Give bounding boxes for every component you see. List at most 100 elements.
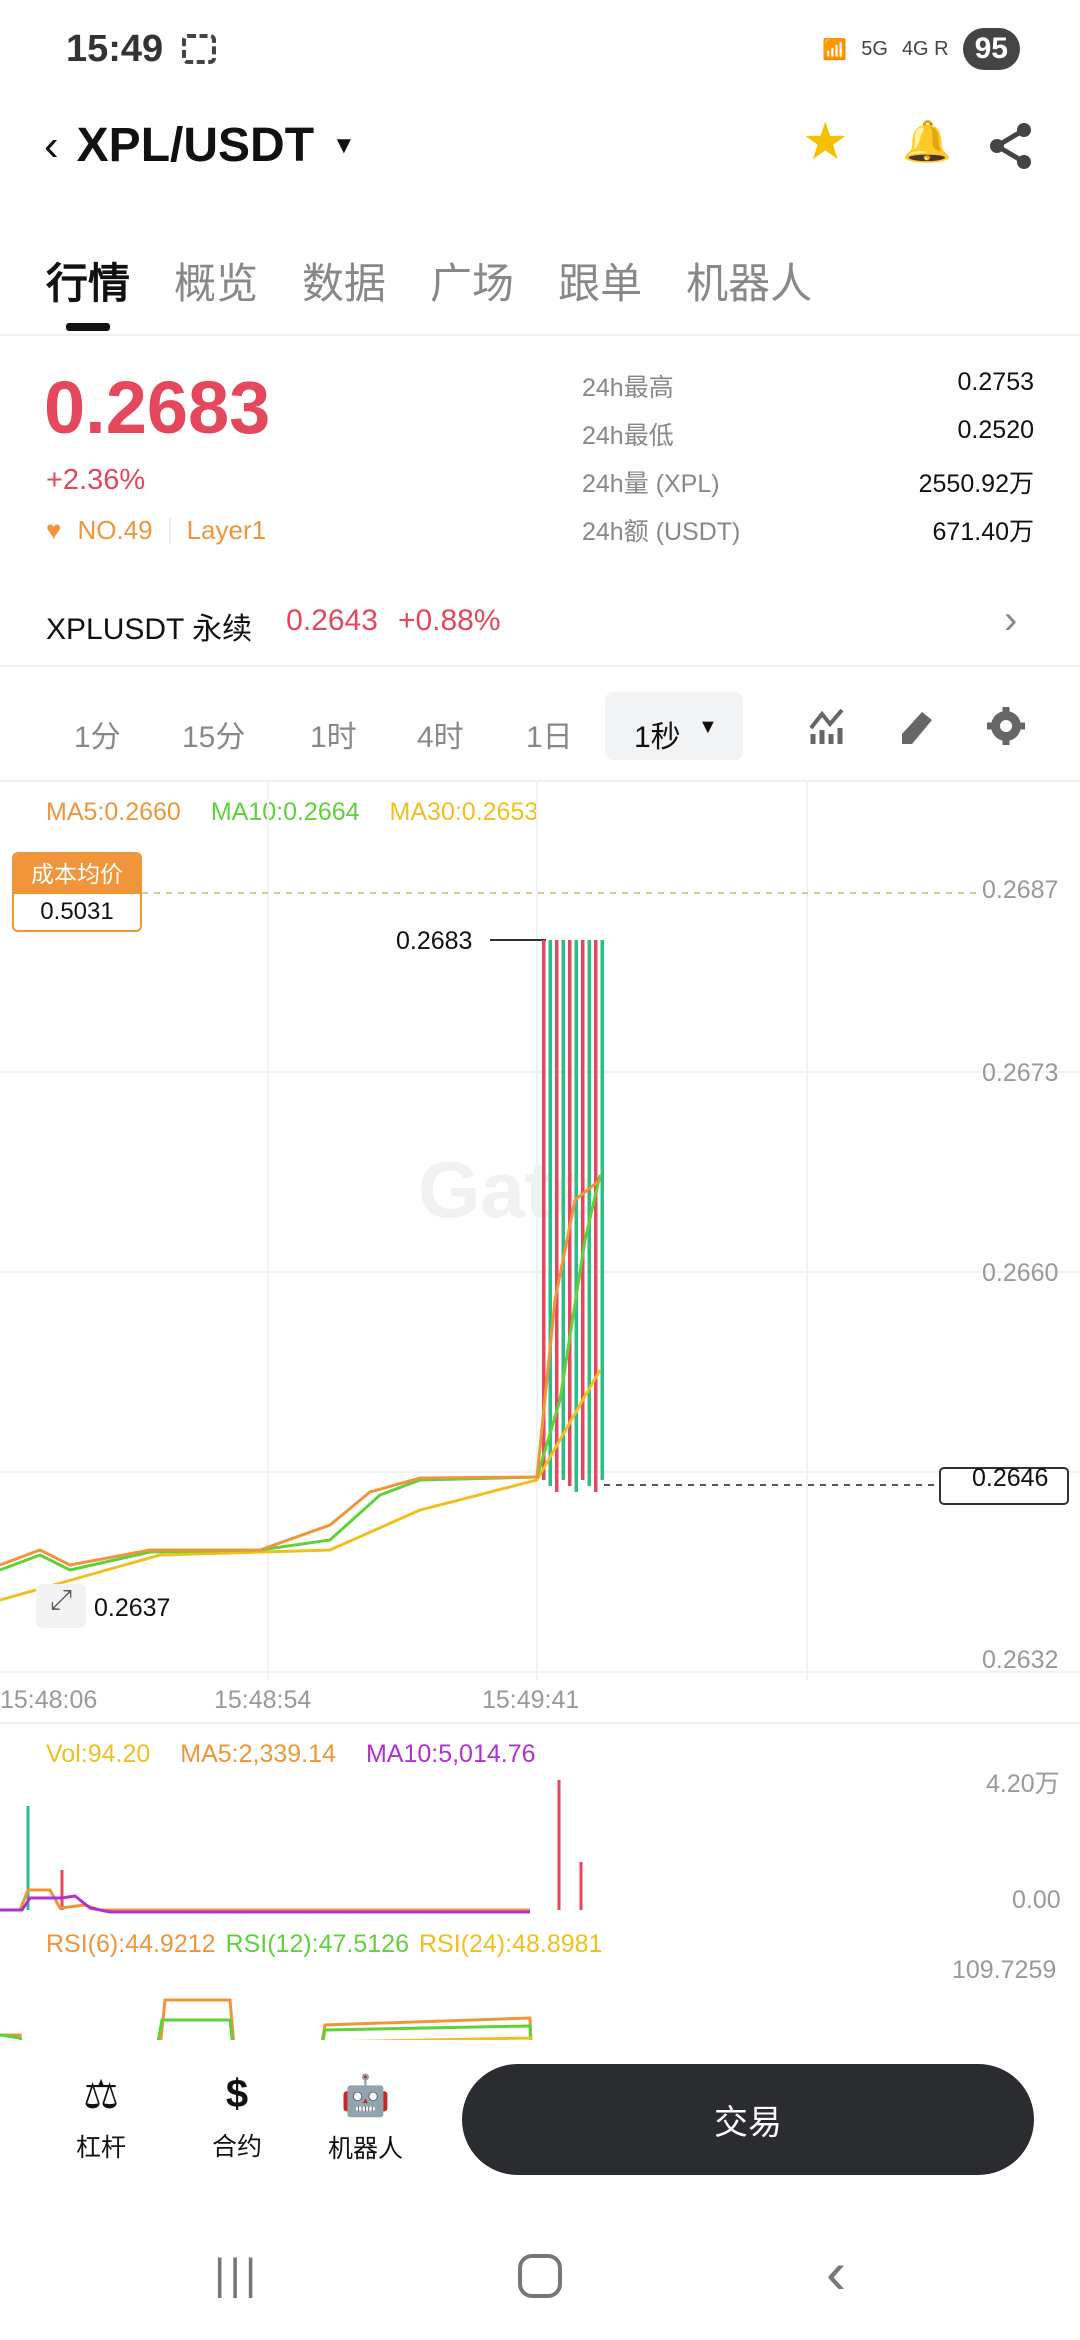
pair-dropdown-icon[interactable]: ▼ [332, 131, 356, 159]
stat-row: 24h额 (USDT) 671.40万 [582, 512, 1034, 560]
nav-back-icon[interactable]: ‹ [826, 2239, 846, 2306]
interval-1d[interactable]: 1日 [526, 721, 573, 754]
stats-24h: 24h最高 0.2753 24h最低 0.2520 24h量 (XPL) 2550.9… [582, 368, 1034, 560]
volume-bars [26, 1780, 583, 1910]
perp-price: 0.2643 [286, 604, 378, 637]
tab-underline [66, 323, 110, 331]
stat-label: 24h最高 [582, 374, 674, 402]
tab-robot[interactable]: 机器人 [686, 260, 813, 307]
trade-button[interactable]: 交易 [462, 2064, 1034, 2175]
indicator-icon[interactable] [808, 708, 848, 746]
back-icon[interactable]: ‹ [44, 120, 59, 170]
rsi-legend: RSI(6):44.9212 RSI(12):47.5126 RSI(24):4… [46, 1930, 602, 1959]
candle [581, 940, 585, 1480]
leverage-button[interactable]: ⚖ 杠杆 [76, 2072, 126, 2164]
heart-rank-icon: ♥ [46, 515, 62, 545]
rsi24-line [350, 2036, 532, 2040]
tab-copy-trade[interactable]: 跟单 [558, 260, 643, 307]
main-tabs: 行情 概览 数据 广场 跟单 机器人 [46, 250, 812, 311]
cost-average-label: 成本均价 [14, 854, 140, 894]
share-icon[interactable] [988, 122, 1034, 170]
favorite-star-icon[interactable]: ★ [802, 113, 849, 171]
low-price-label: 0.2637 [94, 1594, 171, 1622]
stat-label: 24h最低 [582, 422, 674, 450]
time-axis-label: 15:48:54 [214, 1686, 312, 1714]
interval-bar: 1分 15分 1时 4时 1日 1秒 ▼ [0, 692, 1080, 760]
interval-4h[interactable]: 4时 [417, 721, 464, 754]
contract-dollar-icon: $ [225, 2072, 249, 2116]
tab-square[interactable]: 广场 [430, 260, 515, 307]
interval-1s[interactable]: 1秒 [634, 721, 681, 754]
candle [568, 940, 572, 1486]
ma5-value: MA5:0.2660 [46, 798, 181, 826]
cost-average-box[interactable]: 成本均价 0.5031 [12, 852, 142, 932]
cost-average-value: 0.5031 [40, 898, 114, 925]
kline-chart[interactable]: Gate [0, 780, 1080, 2040]
tags: ♥ NO.49 Layer1 [46, 515, 266, 546]
vol-axis-bottom: 0.00 [1012, 1886, 1061, 1914]
tab-overview[interactable]: 概览 [174, 260, 259, 307]
ma10-value: MA10:0.2664 [210, 798, 360, 826]
sector-tag[interactable]: Layer1 [186, 515, 267, 545]
interval-selected-bg [605, 692, 743, 760]
stat-row: 24h量 (XPL) 2550.92万 [582, 464, 1034, 512]
price-axis-label: 0.2660 [982, 1259, 1059, 1287]
nav-home-icon[interactable] [518, 2254, 562, 2298]
robot-icon: 🤖 [340, 2074, 391, 2118]
time-axis-label: 15:49:41 [482, 1686, 580, 1714]
rsi-axis-top: 109.7259 [952, 1956, 1057, 1984]
leverage-icon: ⚖ [83, 2073, 119, 2117]
stat-value: 0.2753 [957, 368, 1034, 396]
settings-gear-icon[interactable] [986, 706, 1026, 746]
candle [594, 940, 598, 1492]
divider [168, 517, 171, 544]
net-4g: 4G R [901, 37, 949, 60]
battery: 95 [962, 28, 1020, 70]
tab-data[interactable]: 数据 [302, 260, 387, 307]
candle [548, 940, 552, 1486]
interval-1m[interactable]: 1分 [74, 721, 121, 754]
vol-axis-top: 4.20万 [986, 1770, 1060, 1798]
chevron-right-icon[interactable]: › [1004, 598, 1018, 642]
price-alert-bell-icon[interactable]: 🔔 [902, 120, 952, 164]
stat-row: 24h最高 0.2753 [582, 368, 1034, 416]
interval-1h[interactable]: 1时 [310, 721, 357, 754]
ma-legend: MA5:0.2660 MA10:0.2664 MA30:0.2653 [46, 798, 538, 827]
stat-row: 24h最低 0.2520 [582, 416, 1034, 464]
last-price-tag [939, 1467, 1069, 1505]
rsi12-value: RSI(12):47.5126 [225, 1930, 409, 1958]
status-icons: 📶 5G 4G R 95 [822, 28, 1020, 70]
watermark: Gate [418, 1145, 596, 1234]
perpetual-row[interactable]: XPLUSDT 永续 0.2643 +0.88% [46, 604, 501, 648]
candles [542, 940, 604, 1492]
robot-button[interactable]: 🤖 机器人 [328, 2072, 403, 2165]
stat-label: 24h额 (USDT) [582, 518, 741, 546]
screen-record-icon [182, 34, 216, 64]
pair-title[interactable]: XPL/USDT [76, 119, 315, 172]
nav-recents-icon[interactable]: ||| [214, 2250, 261, 2299]
candle [561, 940, 565, 1480]
time-axis-label: 15:48:06 [0, 1686, 98, 1714]
stat-label: 24h量 (XPL) [582, 470, 720, 498]
perp-name: XPLUSDT 永续 [46, 613, 253, 646]
leverage-label: 杠杆 [76, 2134, 127, 2162]
contract-button[interactable]: $ 合约 [212, 2072, 262, 2163]
robot-label: 机器人 [328, 2135, 404, 2163]
rank[interactable]: NO.49 [77, 515, 153, 545]
draw-pen-icon[interactable] [898, 706, 938, 746]
contract-label: 合约 [212, 2133, 263, 2161]
interval-15m[interactable]: 15分 [182, 721, 246, 754]
candle [600, 940, 604, 1480]
divider [0, 780, 1080, 782]
vol-ma10-line [0, 1894, 530, 1914]
expand-icon[interactable]: ⤢ [36, 1584, 86, 1628]
interval-dropdown-icon[interactable]: ▼ [698, 716, 718, 738]
ma5-line [0, 1178, 601, 1567]
divider [0, 334, 1080, 336]
ma10-line [0, 1174, 602, 1572]
price-axis-label: 0.2632 [982, 1646, 1059, 1674]
rsi12-line [0, 2018, 532, 2040]
tab-market[interactable]: 行情 [46, 260, 131, 307]
price-change: +2.36% [46, 464, 146, 496]
vol-value: Vol:94.20 [46, 1740, 151, 1768]
